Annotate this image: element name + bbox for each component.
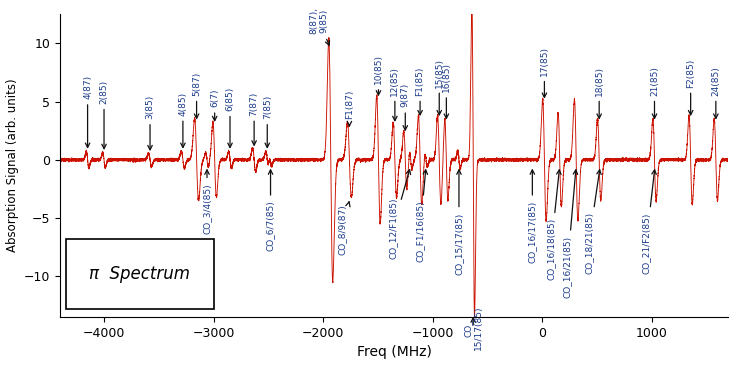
Text: 18(85): 18(85): [595, 66, 603, 118]
Text: 24(85): 24(85): [711, 66, 720, 118]
Text: CO_18/21(85): CO_18/21(85): [584, 170, 601, 274]
Text: 15(85): 15(85): [435, 58, 444, 115]
Text: 7(85): 7(85): [263, 95, 272, 147]
Text: 3(85): 3(85): [145, 95, 155, 150]
Text: 6(85): 6(85): [225, 87, 234, 147]
Text: F1(87): F1(87): [345, 90, 354, 126]
Text: 2(85): 2(85): [100, 80, 109, 149]
Text: CO_16/17(85): CO_16/17(85): [528, 170, 537, 263]
Text: 8(87),
9(85): 8(87), 9(85): [309, 7, 330, 45]
X-axis label: Freq (MHz): Freq (MHz): [357, 345, 432, 360]
Text: 6(7): 6(7): [210, 89, 219, 121]
Text: F1(85): F1(85): [415, 66, 424, 115]
Text: 9(87): 9(87): [401, 83, 410, 130]
Text: 4(85): 4(85): [178, 92, 187, 147]
Text: 10(85): 10(85): [374, 54, 383, 95]
Text: CO_12/F1(85): CO_12/F1(85): [389, 170, 410, 259]
Y-axis label: Absorption Signal (arb. units): Absorption Signal (arb. units): [6, 79, 18, 253]
Text: 21(85): 21(85): [650, 66, 659, 118]
Text: F2(85): F2(85): [686, 58, 695, 115]
Text: π  Spectrum: π Spectrum: [89, 265, 190, 283]
Text: CO_15/17(85): CO_15/17(85): [454, 170, 463, 274]
Text: CO_21/F2(85): CO_21/F2(85): [642, 170, 656, 274]
Text: CO_16/21(85): CO_16/21(85): [563, 170, 578, 298]
Text: 4(87): 4(87): [83, 75, 92, 147]
Text: CO_6/7(85): CO_6/7(85): [266, 170, 275, 251]
Text: 16(85): 16(85): [442, 62, 451, 118]
Text: CO_3/4(85): CO_3/4(85): [203, 170, 211, 234]
Text: CO_8/9(87): CO_8/9(87): [337, 202, 350, 255]
Text: CO_
15/17(85): CO_ 15/17(85): [463, 306, 483, 350]
Text: 5(87): 5(87): [192, 72, 201, 118]
Text: 7(87): 7(87): [250, 91, 258, 145]
Text: 17(85): 17(85): [540, 46, 549, 97]
FancyBboxPatch shape: [65, 239, 214, 309]
Text: 12(85): 12(85): [390, 66, 399, 121]
Text: CO_16/18(85): CO_16/18(85): [547, 170, 561, 280]
Text: CO_F1/16(85): CO_F1/16(85): [415, 170, 427, 262]
